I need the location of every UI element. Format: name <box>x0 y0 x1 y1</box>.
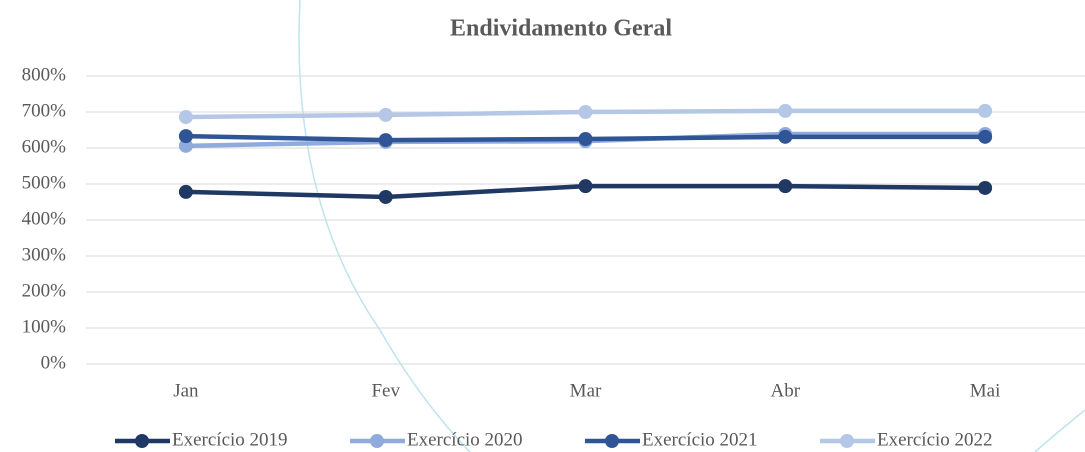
x-tick-label: Mai <box>970 380 1001 401</box>
chart-title: Endividamento Geral <box>450 16 672 42</box>
y-tick-label: 500% <box>22 172 67 193</box>
decor-arc <box>298 0 471 452</box>
y-tick-label: 800% <box>22 64 67 85</box>
y-tick-label: 200% <box>22 280 67 301</box>
data-point <box>978 129 993 144</box>
y-tick-label: 700% <box>22 100 67 121</box>
legend-marker <box>605 434 619 448</box>
data-point <box>378 133 393 148</box>
data-point <box>578 132 593 146</box>
y-tick-label: 600% <box>22 136 67 157</box>
data-point <box>578 105 593 119</box>
x-tick-label: Abr <box>771 380 801 401</box>
legend-marker <box>135 434 149 448</box>
data-point <box>778 179 793 194</box>
data-point <box>778 103 793 118</box>
x-tick-label: Mar <box>570 380 602 401</box>
legend-marker <box>370 434 384 448</box>
y-tick-label: 300% <box>22 244 67 265</box>
legend-label: Exercício 2022 <box>877 429 993 450</box>
data-point <box>178 184 193 199</box>
decor-arc <box>1034 409 1085 452</box>
x-tick-label: Jan <box>173 380 199 401</box>
data-point <box>378 107 393 122</box>
data-point <box>578 179 593 194</box>
data-point <box>378 189 393 204</box>
legend-label: Exercício 2020 <box>407 429 523 450</box>
data-point <box>978 103 993 118</box>
legend-label: Exercício 2019 <box>172 429 288 450</box>
data-point <box>778 129 793 144</box>
data-point <box>178 129 193 144</box>
legend-label: Exercício 2021 <box>642 429 758 450</box>
data-point <box>178 138 193 153</box>
data-point <box>178 110 193 125</box>
data-point <box>978 180 993 195</box>
x-tick-label: Fev <box>371 380 400 401</box>
y-tick-label: 100% <box>22 316 67 337</box>
legend-marker <box>840 434 854 448</box>
y-tick-label: 0% <box>41 352 67 373</box>
y-tick-label: 400% <box>22 208 67 229</box>
